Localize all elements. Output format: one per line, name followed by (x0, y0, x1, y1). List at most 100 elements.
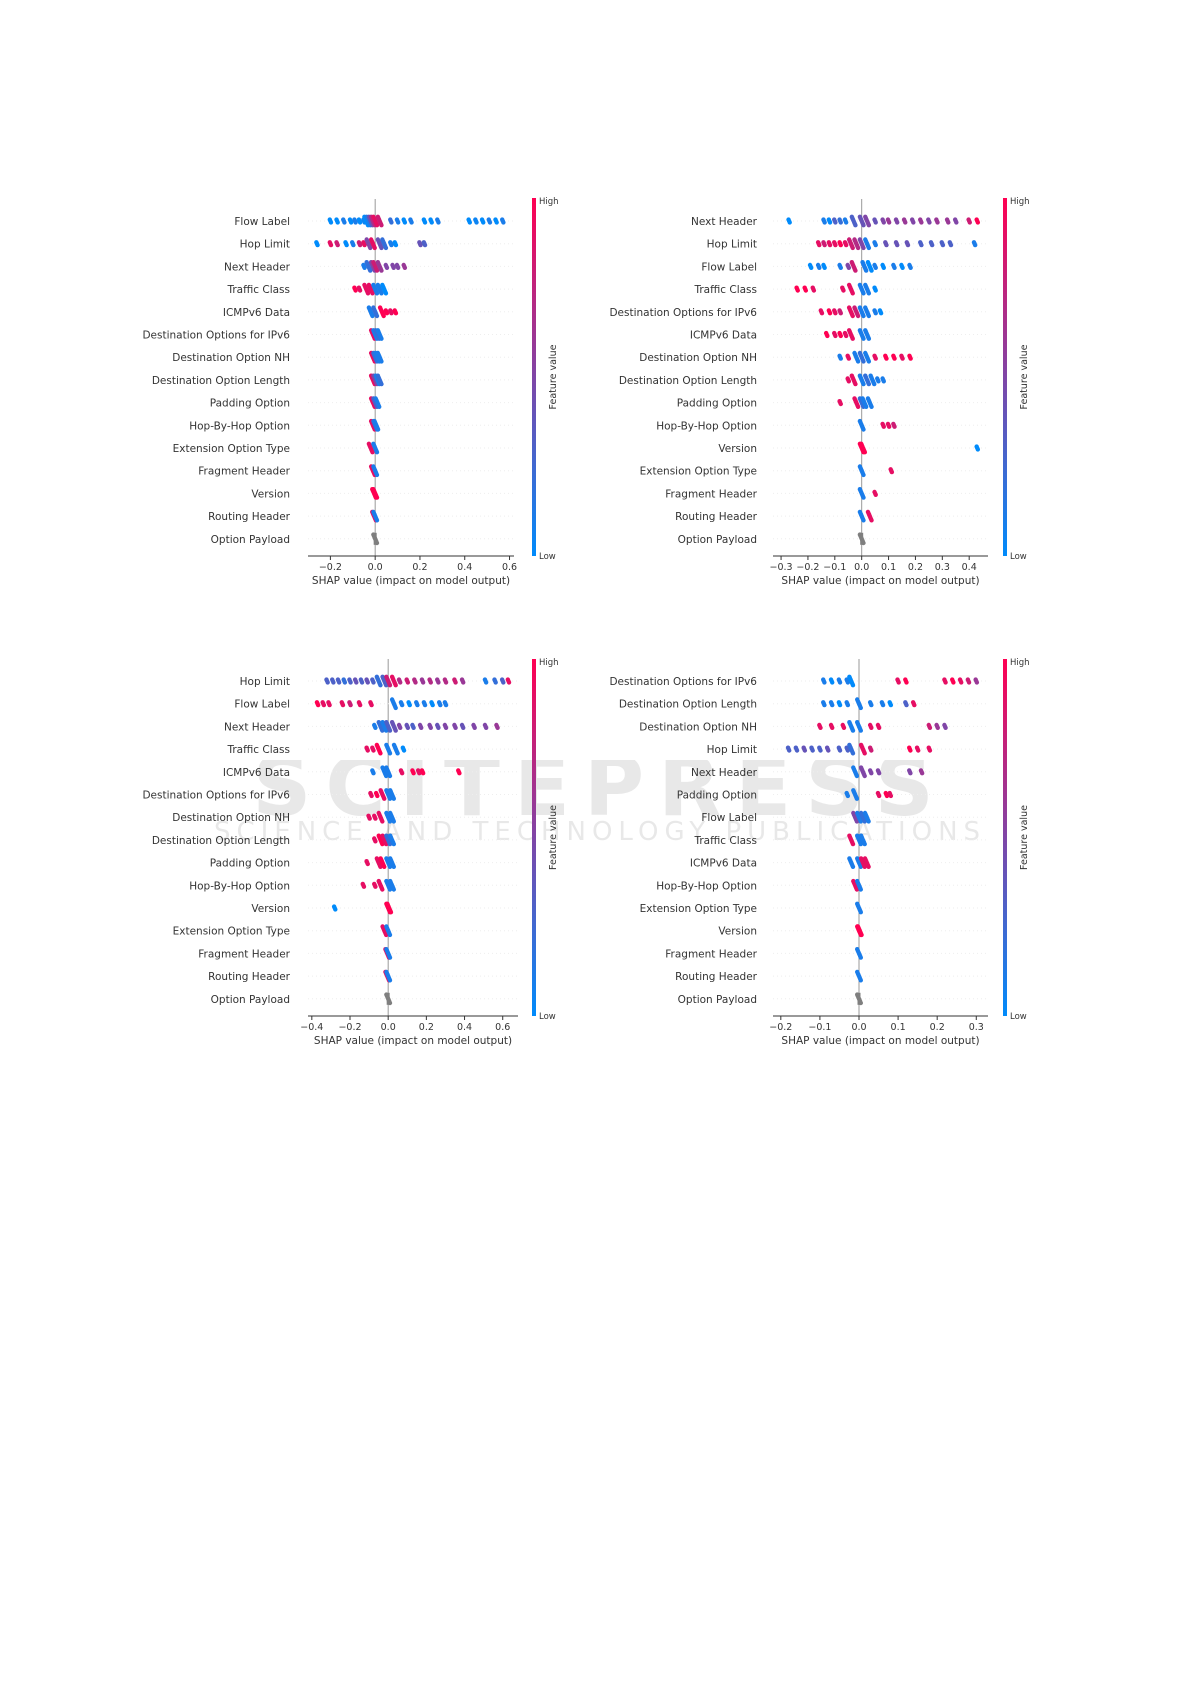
feature-label: Extension Option Type (640, 466, 757, 478)
shap-point (846, 356, 852, 361)
shap-point (811, 288, 817, 293)
shap-point (395, 220, 401, 225)
x-tick-label: 0.6 (502, 562, 517, 573)
shap-point (809, 265, 814, 270)
shap-point (379, 223, 384, 228)
colorbar-low-label: Low (539, 552, 556, 562)
shap-point (327, 702, 332, 708)
feature-label: Padding Option (677, 398, 757, 410)
shap-point (845, 680, 851, 685)
shap-point (365, 748, 370, 753)
shap-point (846, 265, 852, 270)
feature-label: Padding Option (210, 858, 290, 870)
feature-label: ICMPv6 Data (223, 767, 290, 779)
shap-point (873, 356, 878, 361)
shap-point (857, 992, 861, 1005)
shap-point (838, 333, 843, 339)
feature-label: Traffic Class (226, 284, 290, 296)
shap-point (395, 751, 400, 756)
feature-label: Routing Header (675, 511, 758, 523)
shap-point (391, 864, 396, 869)
shap-point (402, 220, 408, 225)
shap-point (822, 680, 827, 685)
feature-label: Flow Label (701, 261, 757, 273)
shap-point (876, 725, 882, 730)
feature-label: Routing Header (208, 511, 291, 523)
shap-point (388, 910, 394, 915)
shap-point (827, 242, 833, 248)
shap-point (375, 427, 381, 432)
shap-point (379, 268, 384, 273)
shap-point (391, 796, 396, 801)
shap-point (415, 702, 420, 708)
shap-point (927, 220, 932, 225)
shap-point (884, 242, 889, 248)
shap-point (335, 220, 340, 225)
shap-point (368, 268, 373, 273)
colorbar-high-label: High (1010, 197, 1030, 207)
feature-label: Next Header (691, 216, 758, 228)
shap-point (501, 680, 506, 685)
shap-point (927, 725, 933, 730)
shap-point (850, 245, 855, 251)
shap-point (862, 819, 867, 824)
shap-point (351, 242, 356, 248)
shap-point (838, 265, 843, 270)
shap-point (817, 265, 822, 270)
shap-point (861, 245, 866, 251)
shap-point (325, 680, 330, 685)
shap-point (389, 220, 394, 225)
feature-label: Version (251, 488, 290, 500)
shap-point (908, 356, 913, 361)
shap-point (975, 220, 981, 225)
x-tick-label: −0.1 (823, 562, 846, 573)
colorbar-low-label: Low (1010, 552, 1027, 562)
shap-point (359, 680, 365, 685)
feature-label: Extension Option Type (640, 903, 757, 915)
shap-point (342, 220, 347, 225)
shap-point (833, 333, 838, 339)
feature-label: Next Header (691, 767, 758, 779)
x-tick-label: 0.3 (969, 1022, 984, 1033)
shap-point (379, 381, 384, 387)
x-tick-label: 0.2 (412, 562, 427, 573)
shap-point (861, 336, 866, 341)
shap-point (827, 220, 833, 225)
shap-point (858, 819, 863, 824)
shap-point (374, 495, 380, 500)
feature-label: Destination Option NH (639, 352, 757, 364)
shap-point (858, 887, 863, 892)
feature-label: Destination Option NH (172, 352, 290, 364)
shap-point (380, 887, 385, 892)
shap-point (876, 771, 882, 776)
shap-point (873, 242, 878, 248)
shap-point (896, 680, 901, 685)
shap-point (886, 220, 892, 225)
shap-point (369, 793, 374, 799)
shap-point (869, 748, 874, 753)
shap-point (863, 404, 869, 409)
shap-point (428, 725, 433, 730)
shap-point (381, 313, 386, 319)
shap-point (348, 702, 353, 708)
shap-point (895, 242, 900, 248)
shap-point (340, 702, 346, 708)
shap-point (399, 771, 405, 776)
shap-point (354, 680, 359, 685)
shap-point (409, 220, 414, 225)
shap-point (854, 819, 860, 824)
shap-point (858, 978, 863, 983)
shap-point (822, 265, 827, 270)
shap-point (474, 220, 479, 225)
shap-point (393, 728, 398, 733)
x-tick-label: 0.3 (935, 562, 950, 573)
shap-point (457, 771, 462, 776)
shap-point (951, 680, 956, 685)
shap-point (927, 748, 933, 753)
shap-point (845, 702, 851, 708)
x-tick-label: −0.2 (796, 562, 819, 573)
feature-label: Next Header (224, 261, 291, 273)
feature-label: Destination Option Length (619, 375, 757, 387)
shap-point (827, 311, 833, 316)
shap-point (373, 839, 378, 844)
